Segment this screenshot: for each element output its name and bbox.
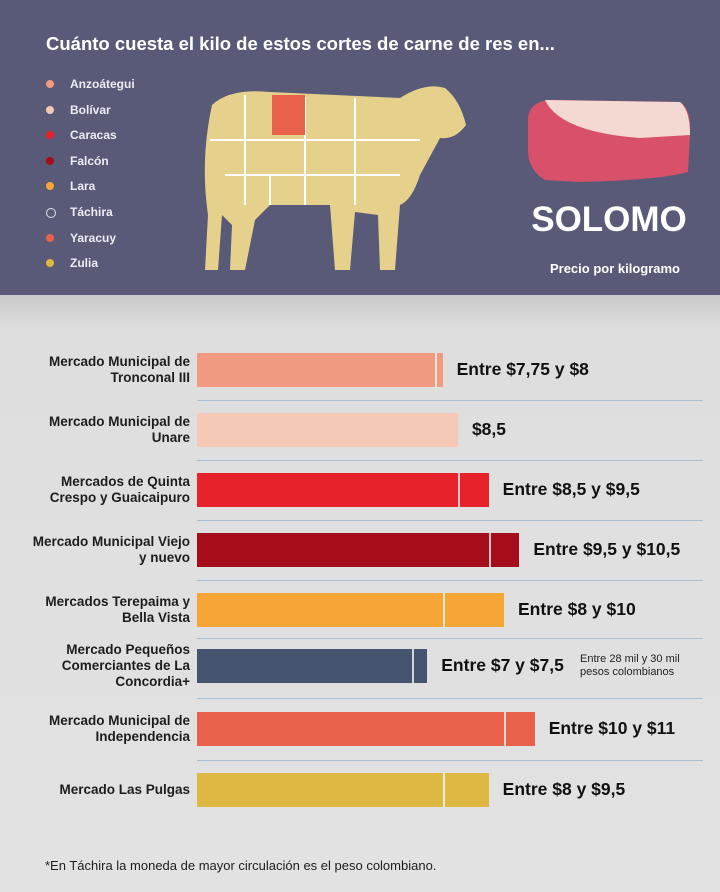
row-separator bbox=[197, 460, 703, 461]
illustrations bbox=[204, 86, 691, 270]
value-label: Entre $7,75 y $8 bbox=[456, 359, 589, 379]
category-label: Mercado Municipal de Tronconal III bbox=[48, 354, 190, 385]
cut-name: SOLOMO bbox=[531, 200, 687, 239]
category-label: Mercados Terepaima y Bella Vista bbox=[45, 594, 190, 625]
category-label: Mercado Pequeños Comerciantes de La Conc… bbox=[61, 642, 190, 689]
legend-dot bbox=[46, 233, 54, 242]
category-label: Mercados de Quinta Crespo y Guaicaipuro bbox=[49, 474, 190, 505]
row-separator bbox=[197, 520, 703, 521]
row-separator bbox=[197, 580, 703, 581]
bar-range bbox=[411, 649, 428, 683]
value-label: Entre $8,5 y $9,5 bbox=[502, 479, 640, 499]
value-label: Entre $9,5 y $10,5 bbox=[533, 539, 681, 559]
bar-range bbox=[442, 773, 489, 807]
bar-min bbox=[197, 773, 443, 807]
legend-dot bbox=[46, 208, 56, 218]
legend-label: Bolívar bbox=[70, 102, 111, 117]
bar bbox=[197, 413, 458, 447]
legend-dot bbox=[46, 259, 54, 268]
legend-label: Lara bbox=[70, 179, 96, 194]
bar-range bbox=[504, 712, 535, 746]
row-separator bbox=[197, 638, 703, 639]
value-label: Entre $10 y $11 bbox=[548, 718, 676, 738]
bar-min bbox=[197, 353, 435, 387]
legend-dot bbox=[46, 182, 54, 191]
header bbox=[0, 0, 720, 295]
value-label: Entre $8 y $10 bbox=[518, 599, 636, 619]
row-separator bbox=[197, 400, 703, 401]
cow-cuts bbox=[210, 95, 420, 205]
bar-range bbox=[434, 353, 443, 387]
row-separator bbox=[197, 759, 703, 761]
legend-dot bbox=[46, 80, 54, 88]
cut-highlight bbox=[272, 95, 305, 135]
legend-label: Falcón bbox=[70, 153, 109, 168]
value-label: Entre $7 y $7,5 bbox=[441, 655, 564, 675]
meat-fat bbox=[545, 100, 690, 138]
bar-min bbox=[197, 593, 443, 627]
annotation: Entre 28 mil y 30 mil pesos colombianos bbox=[580, 653, 680, 678]
bar-range bbox=[488, 533, 520, 567]
bar-min bbox=[197, 533, 489, 567]
legend-label: Táchira bbox=[70, 205, 113, 219]
bar-min bbox=[197, 473, 458, 507]
bar-min bbox=[197, 712, 504, 746]
legend-dot bbox=[46, 131, 54, 140]
bar-range bbox=[457, 473, 489, 507]
bar-min bbox=[197, 649, 412, 683]
category-label: Mercado Las Pulgas bbox=[59, 782, 190, 797]
legend-label: Zulia bbox=[70, 256, 99, 271]
value-label: $8,5 bbox=[471, 419, 506, 439]
bar-range bbox=[442, 593, 504, 627]
category-label: Mercado Municipal de Independencia bbox=[48, 713, 190, 744]
category-label: Mercado Municipal Viejo y nuevo bbox=[32, 534, 190, 565]
legend-dot bbox=[46, 156, 54, 165]
legend-dot bbox=[46, 105, 54, 114]
row-separator bbox=[197, 697, 703, 699]
subtitle: Precio por kilogramo bbox=[549, 261, 681, 276]
legend-label: Yaracuy bbox=[70, 230, 117, 245]
cow bbox=[204, 86, 467, 270]
category-label: Mercado Municipal de Unare bbox=[48, 414, 190, 445]
footnote: *En Táchira la moneda de mayor circulaci… bbox=[45, 858, 437, 873]
legend-label: Anzoátegui bbox=[70, 77, 135, 91]
value-label: Entre $8 y $9,5 bbox=[502, 779, 626, 799]
legend-label: Caracas bbox=[70, 128, 117, 143]
title: Cuánto cuesta el kilo de estos cortes de… bbox=[46, 33, 555, 54]
